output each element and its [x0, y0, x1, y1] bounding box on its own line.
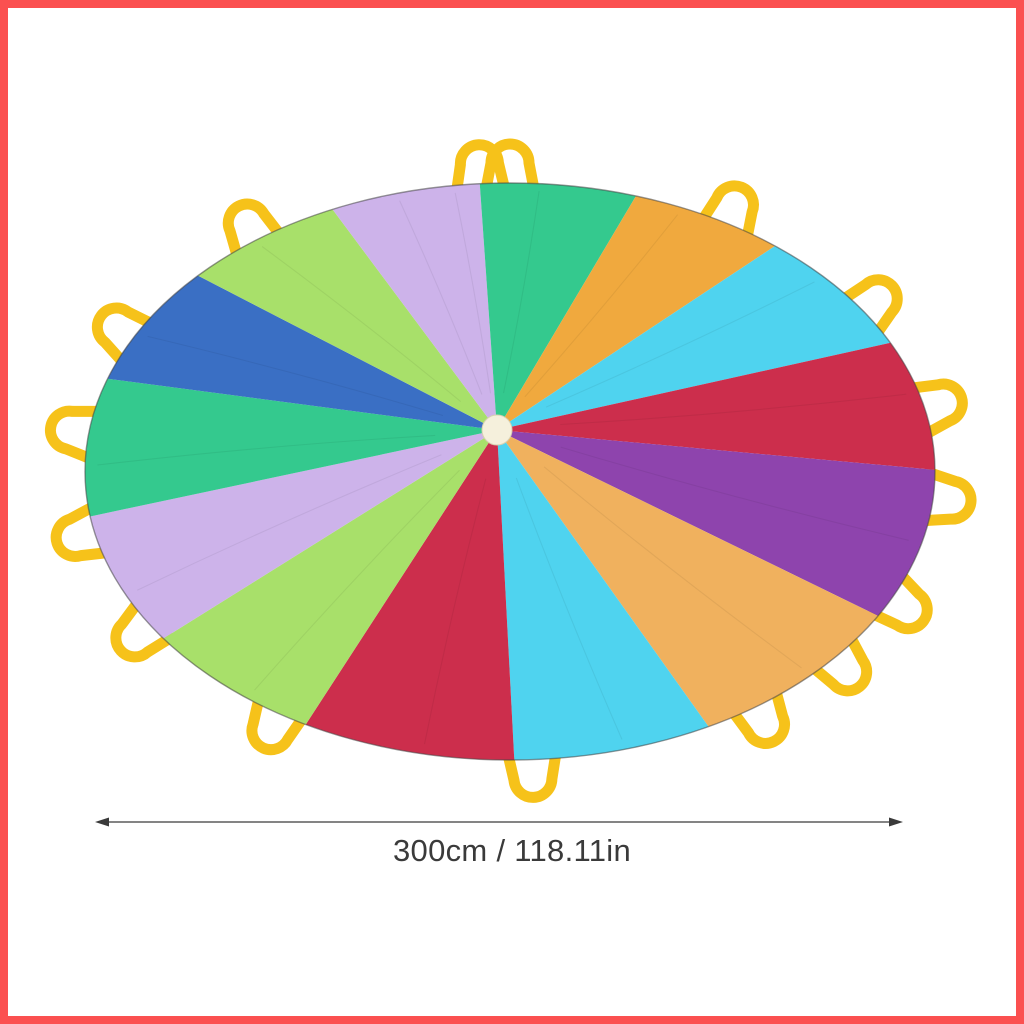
svg-text:300cm / 118.11in: 300cm / 118.11in — [393, 833, 631, 868]
